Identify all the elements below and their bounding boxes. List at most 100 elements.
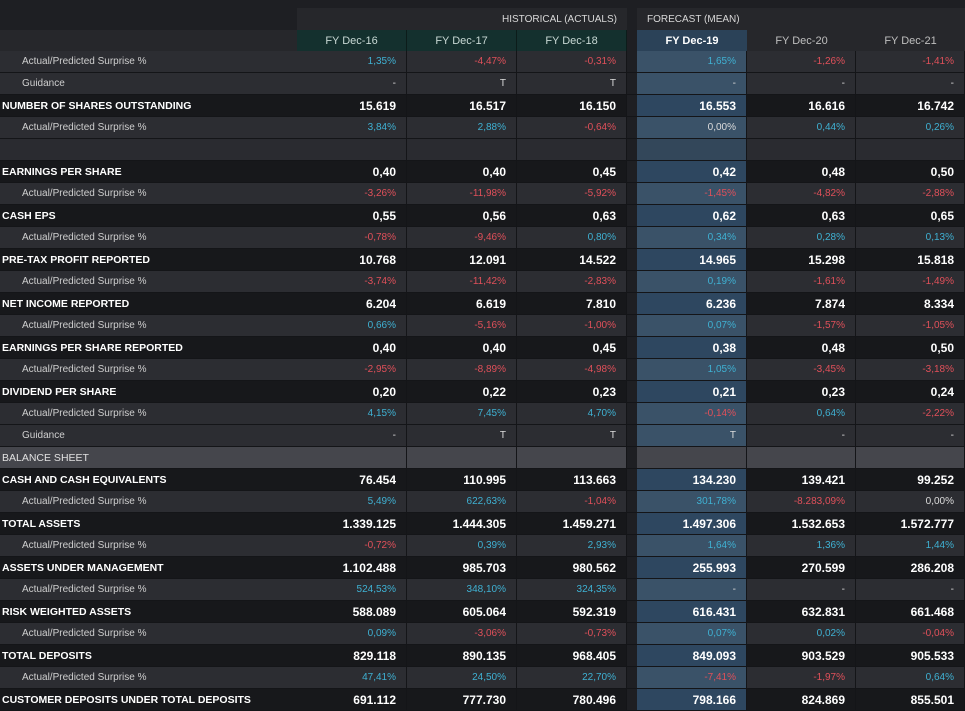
row-label: Guidance <box>22 430 65 441</box>
table-row[interactable]: DIVIDEND PER SHARE 0,20 0,22 0,23 0,21 0,23 0,… <box>0 381 965 403</box>
value-cell: -8.283,09% <box>747 491 856 512</box>
table-row[interactable]: NUMBER OF SHARES OUTSTANDING 15.619 16.517… <box>0 95 965 117</box>
column-header-fy16[interactable]: FY Dec-16 <box>297 30 407 51</box>
column-header-fy19[interactable]: FY Dec-19 <box>637 30 747 51</box>
value-cell: 99.252 <box>856 469 965 490</box>
table-row[interactable]: EARNINGS PER SHARE 0,40 0,40 0,45 0,42 0,48 0,… <box>0 161 965 183</box>
table-row[interactable]: TOTAL ASSETS 1.339.125 1.444.305 1.459.271 1… <box>0 513 965 535</box>
value-cell: 4,70% <box>517 403 627 424</box>
value-cell: 0,48 <box>747 161 856 182</box>
table-row[interactable]: CASH EPS 0,55 0,56 0,63 0,62 0,63 0,65 <box>0 205 965 227</box>
value-cell: 270.599 <box>747 557 856 578</box>
value-cell: 1,65% <box>637 51 747 72</box>
table-row[interactable]: Actual/Predicted Surprise % 4,15% 7,45% 4,7… <box>0 403 965 425</box>
value-cell: -0,04% <box>856 623 965 644</box>
table-row[interactable]: Actual/Predicted Surprise % 3,84% 2,88% -0,… <box>0 117 965 139</box>
column-header-fy18[interactable]: FY Dec-18 <box>517 30 627 51</box>
value-cell: 14.522 <box>517 249 627 270</box>
table-row[interactable]: NET INCOME REPORTED 6.204 6.619 7.810 6.236 7… <box>0 293 965 315</box>
table-row[interactable]: EARNINGS PER SHARE REPORTED 0,40 0,40 0,45 0… <box>0 337 965 359</box>
value-cell: 1.444.305 <box>407 513 517 534</box>
value-cell: 1,44% <box>856 535 965 556</box>
value-cell: 6.236 <box>637 293 747 314</box>
value-cell: 0,23 <box>747 381 856 402</box>
row-label: EARNINGS PER SHARE REPORTED <box>2 341 183 354</box>
table-row[interactable]: Actual/Predicted Surprise % 1,35% -4,47% -0… <box>0 51 965 73</box>
value-cell: 110.995 <box>407 469 517 490</box>
value-cell: 1,05% <box>637 359 747 380</box>
table-row[interactable]: Actual/Predicted Surprise % -3,26% -11,98%… <box>0 183 965 205</box>
row-label: RISK WEIGHTED ASSETS <box>2 605 132 618</box>
value-cell: 113.663 <box>517 469 627 490</box>
value-cell: -0,72% <box>297 535 407 556</box>
column-gap-cell <box>627 315 637 336</box>
section-header-row[interactable]: BALANCE SHEET <box>0 447 965 469</box>
row-label: Actual/Predicted Surprise % <box>22 122 147 133</box>
header-blank <box>0 8 297 30</box>
value-cell: 0,07% <box>637 623 747 644</box>
column-gap-cell <box>627 271 637 292</box>
table-row[interactable]: Actual/Predicted Surprise % -3,74% -11,42%… <box>0 271 965 293</box>
table-row[interactable]: ASSETS UNDER MANAGEMENT 1.102.488 985.703 9… <box>0 557 965 579</box>
value-cell: 0,00% <box>637 117 747 138</box>
value-cell: 0,55 <box>297 205 407 226</box>
column-gap-cell <box>627 205 637 226</box>
value-cell: 0,63 <box>747 205 856 226</box>
table-row[interactable]: RISK WEIGHTED ASSETS 588.089 605.064 592.31… <box>0 601 965 623</box>
table-row[interactable]: Actual/Predicted Surprise % 0,66% -5,16% -1… <box>0 315 965 337</box>
row-label: PRE-TAX PROFIT REPORTED <box>2 253 150 266</box>
table-row[interactable]: Guidance - T T T - - <box>0 425 965 447</box>
table-row[interactable]: Guidance - T T - - - <box>0 73 965 95</box>
value-cell: - <box>637 73 747 94</box>
row-label: DIVIDEND PER SHARE <box>2 385 117 398</box>
value-cell: 849.093 <box>637 645 747 666</box>
table-row[interactable]: CASH AND CASH EQUIVALENTS 76.454 110.995 11… <box>0 469 965 491</box>
value-cell: 1.532.653 <box>747 513 856 534</box>
value-cell: 4,15% <box>297 403 407 424</box>
table-row[interactable]: Actual/Predicted Surprise % -0,78% -9,46% 0… <box>0 227 965 249</box>
value-cell: 0,40 <box>297 337 407 358</box>
value-cell: 0,56 <box>407 205 517 226</box>
value-cell: 0,22 <box>407 381 517 402</box>
table-row[interactable]: TOTAL DEPOSITS 829.118 890.135 968.405 849.0… <box>0 645 965 667</box>
value-cell: -3,45% <box>747 359 856 380</box>
table-row[interactable]: PRE-TAX PROFIT REPORTED 10.768 12.091 14.52… <box>0 249 965 271</box>
value-cell: 0,65 <box>856 205 965 226</box>
value-cell: 0,23 <box>517 381 627 402</box>
table-row[interactable]: Actual/Predicted Surprise % 0,09% -3,06% -0… <box>0 623 965 645</box>
value-cell: - <box>637 579 747 600</box>
row-label: Actual/Predicted Surprise % <box>22 628 147 639</box>
column-header-fy17[interactable]: FY Dec-17 <box>407 30 517 51</box>
value-cell: 0,09% <box>297 623 407 644</box>
value-cell: 0,20 <box>297 381 407 402</box>
value-cell: T <box>407 425 517 446</box>
value-cell: 524,53% <box>297 579 407 600</box>
column-gap-cell <box>627 249 637 270</box>
value-cell: 1.102.488 <box>297 557 407 578</box>
value-cell: 3,84% <box>297 117 407 138</box>
value-cell: -5,16% <box>407 315 517 336</box>
value-cell: 0,45 <box>517 161 627 182</box>
table-row[interactable]: Actual/Predicted Surprise % 5,49% 622,63% -… <box>0 491 965 513</box>
value-cell: -1,97% <box>747 667 856 688</box>
table-row[interactable]: Actual/Predicted Surprise % -0,72% 0,39% 2,… <box>0 535 965 557</box>
column-header-fy21[interactable]: FY Dec-21 <box>856 30 965 51</box>
header-groups: HISTORICAL (ACTUALS) FORECAST (MEAN) <box>0 8 965 30</box>
value-cell: - <box>747 73 856 94</box>
column-header-fy20[interactable]: FY Dec-20 <box>747 30 856 51</box>
table-row[interactable]: CUSTOMER DEPOSITS UNDER TOTAL DEPOSITS 69… <box>0 689 965 711</box>
value-cell: 0,64% <box>856 667 965 688</box>
value-cell: -0,73% <box>517 623 627 644</box>
table-row[interactable] <box>0 139 965 161</box>
column-gap-cell <box>627 447 637 468</box>
value-cell: 1,35% <box>297 51 407 72</box>
table-row[interactable]: Actual/Predicted Surprise % 524,53% 348,10… <box>0 579 965 601</box>
value-cell: 301,78% <box>637 491 747 512</box>
row-label: Actual/Predicted Surprise % <box>22 320 147 331</box>
table-row[interactable]: Actual/Predicted Surprise % -2,95% -8,89% -… <box>0 359 965 381</box>
value-cell: -1,04% <box>517 491 627 512</box>
column-gap-cell <box>627 535 637 556</box>
value-cell: 348,10% <box>407 579 517 600</box>
value-cell: 968.405 <box>517 645 627 666</box>
table-row[interactable]: Actual/Predicted Surprise % 47,41% 24,50% 2… <box>0 667 965 689</box>
